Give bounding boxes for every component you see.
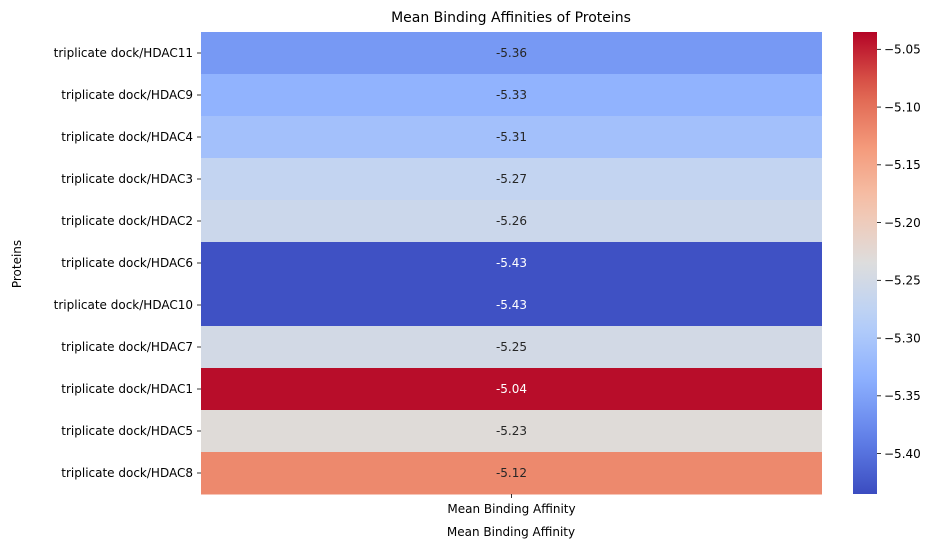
cell-value-label: -5.27	[496, 172, 527, 186]
row-label-triplicate-dock-hdac9: triplicate dock/HDAC9	[61, 88, 193, 102]
colorbar-tick-label: −5.35	[884, 389, 921, 403]
heatmap-cell-triplicate-dock-hdac3	[201, 158, 822, 201]
colorbar-tick-label: −5.20	[884, 216, 921, 230]
row-label-triplicate-dock-hdac7: triplicate dock/HDAC7	[61, 340, 193, 354]
colorbar-tick-label: −5.25	[884, 274, 921, 288]
row-label-triplicate-dock-hdac2: triplicate dock/HDAC2	[61, 214, 193, 228]
row-label-triplicate-dock-hdac3: triplicate dock/HDAC3	[61, 172, 193, 186]
row-label-triplicate-dock-hdac4: triplicate dock/HDAC4	[61, 130, 193, 144]
cell-value-label: -5.31	[496, 130, 527, 144]
cell-value-label: -5.25	[496, 340, 527, 354]
heatmap-cell-triplicate-dock-hdac9	[201, 74, 822, 117]
column-label: Mean Binding Affinity	[447, 502, 575, 516]
row-label-triplicate-dock-hdac8: triplicate dock/HDAC8	[61, 466, 193, 480]
row-label-triplicate-dock-hdac1: triplicate dock/HDAC1	[61, 382, 193, 396]
cell-value-label: -5.04	[496, 382, 527, 396]
y-axis-label: Proteins	[10, 240, 24, 288]
x-axis-label: Mean Binding Affinity	[447, 525, 575, 539]
cell-value-label: -5.43	[496, 298, 527, 312]
heatmap-cell-triplicate-dock-hdac7	[201, 326, 822, 369]
cell-value-label: -5.12	[496, 466, 527, 480]
row-label-triplicate-dock-hdac11: triplicate dock/HDAC11	[54, 46, 193, 60]
colorbar	[853, 32, 877, 494]
column-labels: Mean Binding Affinity	[447, 494, 576, 516]
colorbar-tick-label: −5.10	[884, 100, 921, 114]
cell-value-label: -5.43	[496, 256, 527, 270]
row-label-triplicate-dock-hdac10: triplicate dock/HDAC10	[54, 298, 193, 312]
row-label-triplicate-dock-hdac5: triplicate dock/HDAC5	[61, 424, 193, 438]
colorbar-tick-label: −5.40	[884, 447, 921, 461]
row-label-triplicate-dock-hdac6: triplicate dock/HDAC6	[61, 256, 193, 270]
heatmap-cell-triplicate-dock-hdac5	[201, 410, 822, 453]
heatmap-cell-triplicate-dock-hdac2	[201, 200, 822, 243]
colorbar-ticks: −5.05 −5.10 −5.15 −5.20 −5.25 −5.30 −5.35 −5.40	[877, 43, 921, 461]
colorbar-tick-label: −5.30	[884, 331, 921, 345]
cell-value-label: -5.36	[496, 46, 527, 60]
chart-title: Mean Binding Affinities of Proteins	[391, 10, 631, 26]
cell-value-label: -5.33	[496, 88, 527, 102]
row-labels: triplicate dock/HDAC11 triplicate dock/HD…	[54, 46, 201, 480]
cell-value-label: -5.23	[496, 424, 527, 438]
heatmap-cell-triplicate-dock-hdac11	[201, 32, 822, 75]
heatmap-cell-triplicate-dock-hdac1	[201, 368, 822, 411]
colorbar-tick-label: −5.15	[884, 158, 921, 172]
heatmap-cell-triplicate-dock-hdac8	[201, 452, 822, 495]
heatmap-cell-triplicate-dock-hdac6	[201, 242, 822, 285]
heatmap-cells: -5.36 -5.33 -5.31 -5.27 -5.26 -5.43 -5.43 -5.25…	[201, 32, 822, 495]
colorbar-tick-label: −5.05	[884, 43, 921, 57]
heatmap-cell-triplicate-dock-hdac4	[201, 116, 822, 159]
heatmap-cell-triplicate-dock-hdac10	[201, 284, 822, 327]
cell-value-label: -5.26	[496, 214, 527, 228]
